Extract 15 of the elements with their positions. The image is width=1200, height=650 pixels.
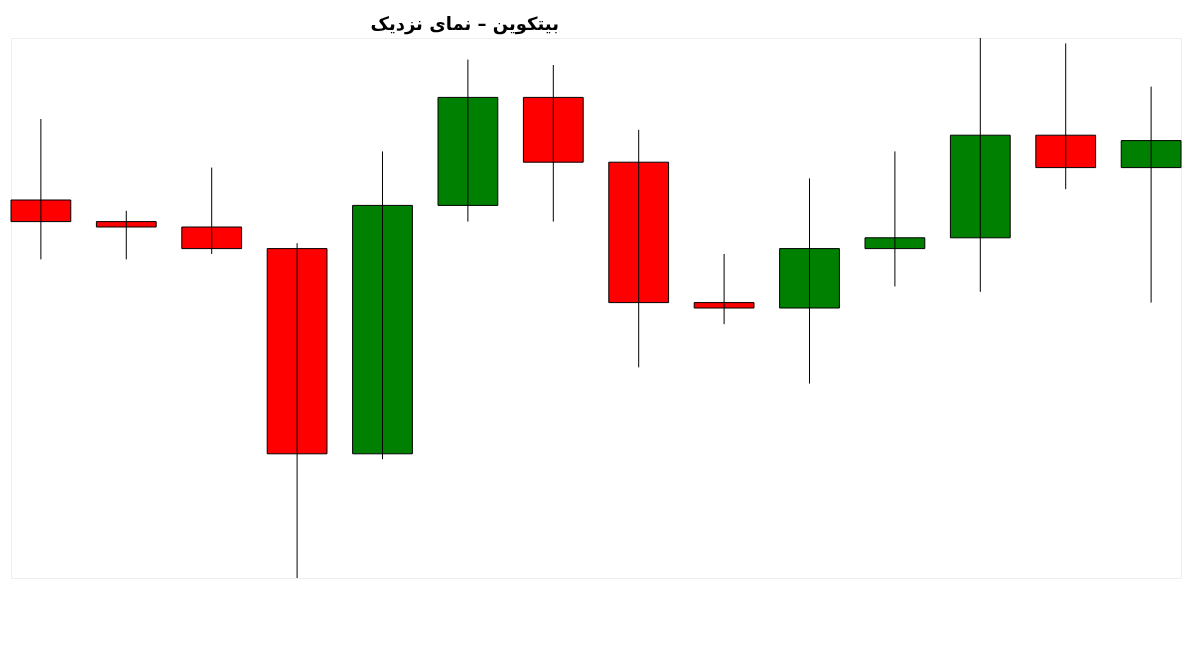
- candlestick: [693, 253, 755, 325]
- chart-title: بیتکوین – نمای نزدیک: [370, 12, 559, 35]
- candlestick: [181, 167, 243, 255]
- candlestick: [1035, 42, 1097, 190]
- candlestick: [949, 37, 1011, 293]
- candlestick: [266, 242, 328, 579]
- candlestick: [522, 64, 584, 223]
- candlestick: [95, 210, 157, 260]
- candlestick: [779, 177, 840, 385]
- candlestick: [437, 59, 499, 223]
- candlestick: [864, 150, 926, 287]
- candlestick: [352, 150, 413, 460]
- candlestick: [10, 118, 72, 260]
- candlestick: [608, 129, 670, 368]
- candlestick: [1120, 86, 1182, 304]
